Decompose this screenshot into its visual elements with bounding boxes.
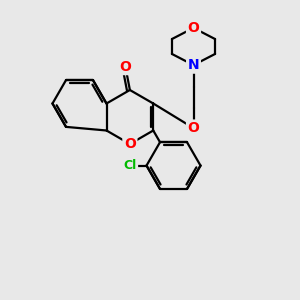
Text: Cl: Cl	[123, 159, 136, 172]
Text: O: O	[124, 137, 136, 151]
Text: O: O	[119, 60, 131, 74]
Text: N: N	[188, 58, 199, 72]
Text: O: O	[188, 21, 200, 35]
Text: O: O	[188, 121, 200, 135]
